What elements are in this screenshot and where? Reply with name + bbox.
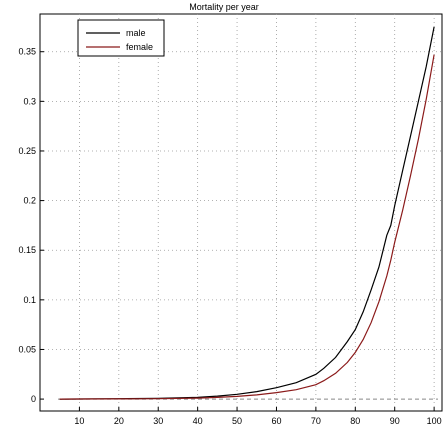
plot-frame	[39, 13, 443, 412]
x-tick-label: 100	[427, 416, 442, 426]
y-tick-label: 0.1	[23, 295, 36, 305]
x-axis-ticks: 10 20 30 40 50 60 70 80 90 100	[74, 407, 442, 426]
y-tick-label: 0.2	[23, 196, 36, 206]
y-tick-label: 0.3	[23, 96, 36, 106]
y-tick-label: 0.35	[18, 47, 36, 57]
series-line-male	[59, 26, 435, 400]
series-line-female	[59, 54, 435, 400]
x-tick-label: 10	[74, 416, 84, 426]
y-axis-ticks: 0 0.05 0.1 0.15 0.2 0.25 0.3 0.35	[18, 47, 44, 404]
chart-title: Mortality per year	[189, 2, 259, 12]
legend-box	[77, 19, 165, 57]
legend-label-male: male	[126, 28, 146, 38]
y-tick-label: 0	[31, 394, 36, 404]
x-tick-label: 80	[350, 416, 360, 426]
grid-lines	[40, 14, 442, 411]
x-tick-label: 30	[153, 416, 163, 426]
y-tick-label: 0.05	[18, 344, 36, 354]
x-tick-label: 70	[311, 416, 321, 426]
x-tick-label: 40	[193, 416, 203, 426]
x-tick-label: 90	[390, 416, 400, 426]
x-tick-label: 20	[114, 416, 124, 426]
legend-label-female: female	[126, 42, 153, 52]
y-tick-label: 0.25	[18, 146, 36, 156]
x-tick-label: 50	[232, 416, 242, 426]
legend: male female	[77, 19, 165, 57]
y-tick-label: 0.15	[18, 245, 36, 255]
series-lines	[59, 26, 435, 400]
x-tick-label: 60	[271, 416, 281, 426]
